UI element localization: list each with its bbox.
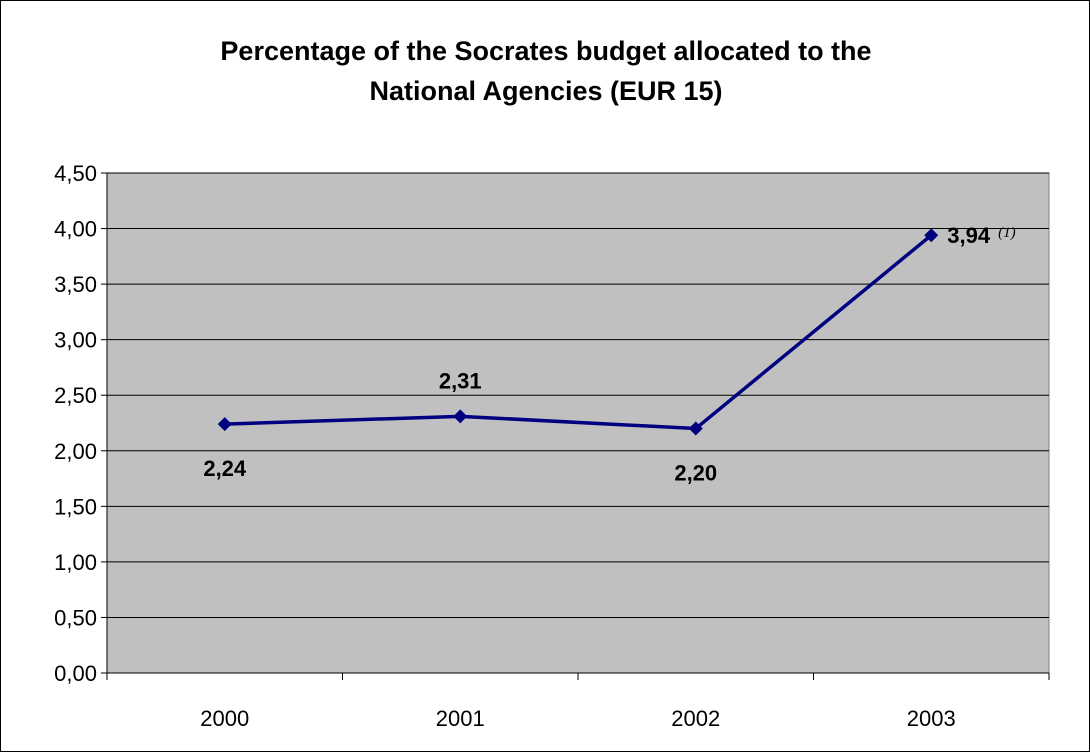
data-point <box>688 421 703 436</box>
x-tick-label: 2003 <box>907 706 956 731</box>
y-tick-label: 2,00 <box>54 439 97 464</box>
series-line <box>224 233 933 431</box>
y-tick-label: 0,50 <box>54 605 97 630</box>
y-tick-label: 3,50 <box>54 272 97 297</box>
x-tick-label: 2000 <box>200 706 249 731</box>
annotation-note: (1) <box>998 225 1016 241</box>
data-label: 2,20 <box>674 461 717 486</box>
y-tick-label: 4,50 <box>54 161 97 186</box>
data-point <box>453 409 468 424</box>
chart-title-line-1: Percentage of the Socrates budget alloca… <box>220 36 872 66</box>
data-point <box>217 417 232 432</box>
x-tick-label: 2001 <box>436 706 485 731</box>
y-tick-label: 4,00 <box>54 217 97 242</box>
y-tick-label: 2,50 <box>54 383 97 408</box>
chart-title: Percentage of the Socrates budget alloca… <box>1 31 1089 111</box>
data-label: 3,94 <box>947 223 991 248</box>
data-point <box>924 228 939 243</box>
x-tick-label: 2002 <box>671 706 720 731</box>
chart-title-line-2: National Agencies (EUR 15) <box>369 76 723 106</box>
y-tick-label: 0,00 <box>54 661 97 686</box>
y-tick-label: 3,00 <box>54 328 97 353</box>
y-tick-label: 1,50 <box>54 494 97 519</box>
data-label: 2,31 <box>439 368 482 393</box>
data-label: 2,24 <box>203 456 247 481</box>
y-tick-label: 1,00 <box>54 550 97 575</box>
